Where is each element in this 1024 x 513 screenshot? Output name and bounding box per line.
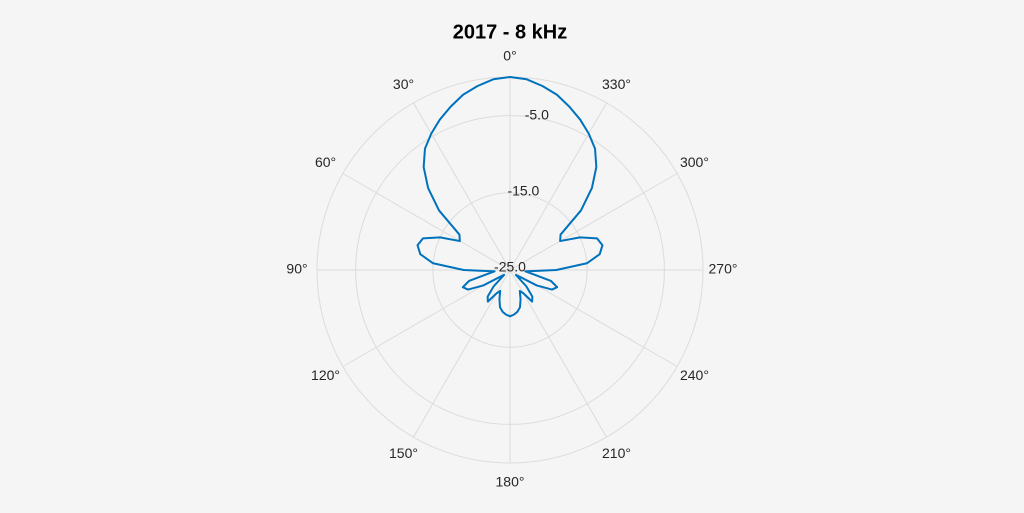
r-grid-ring [355,115,665,425]
theta-tick-label: 0° [503,48,516,64]
theta-tick-label: 120° [311,367,340,383]
theta-grid-line [509,102,607,271]
theta-grid-line [413,102,511,271]
r-tick-label: -5.0 [525,107,549,123]
r-grid-ring [432,192,588,348]
theta-tick-label: 210° [602,445,631,461]
theta-grid-line [342,173,511,271]
theta-tick-label: 150° [389,445,418,461]
theta-grid-line [509,269,607,438]
theta-tick-label: 240° [680,367,709,383]
theta-grid-line [413,269,511,438]
r-tick-label: -15.0 [507,183,539,199]
theta-tick-label: 30° [393,76,414,92]
chart-title: 2017 - 8 kHz [453,21,568,43]
theta-tick-label: 270° [709,261,738,277]
response-curve [416,76,604,318]
r-tick-label: -25.0 [494,259,526,275]
theta-tick-label: 60° [315,154,336,170]
theta-tick-label: 300° [680,154,709,170]
theta-grid-line [509,173,678,271]
theta-tick-label: 330° [602,76,631,92]
theta-tick-label: 90° [286,261,307,277]
theta-tick-label: 180° [496,474,525,490]
